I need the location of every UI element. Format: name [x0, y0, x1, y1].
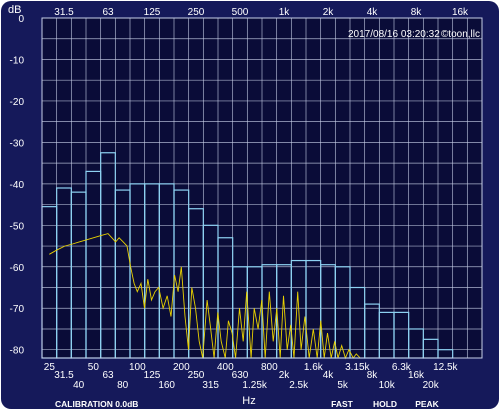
copyright: ©toon,llc [441, 29, 480, 40]
bottom-tick-label-lower: 20k [423, 380, 440, 391]
top-tick-label: 16k [452, 7, 469, 18]
bottom-tick-label-upper: 3.15k [345, 362, 370, 373]
mode-peak-button[interactable]: PEAK [415, 399, 439, 409]
bottom-tick-label-upper: 25 [44, 362, 56, 373]
top-tick-label: 2k [323, 7, 335, 18]
top-tick-label: 4k [367, 7, 379, 18]
spectrum-trace [49, 233, 361, 360]
top-tick-label: 8k [411, 7, 423, 18]
bottom-tick-label-upper: 400 [217, 362, 234, 373]
bottom-tick-label-upper: 1.6k [304, 362, 324, 373]
calibration-label[interactable]: CALIBRATION 0.0dB [55, 399, 138, 409]
bottom-tick-label-upper: 50 [88, 362, 100, 373]
bottom-tick-label-lower: 40 [73, 380, 85, 391]
y-tick-label: -70 [10, 304, 25, 315]
bottom-tick-label-lower: 4k [323, 370, 335, 381]
bottom-tick-label-lower: 2.5k [289, 380, 309, 391]
unit-label: dB [8, 4, 21, 16]
top-tick-label: 500 [232, 7, 249, 18]
bottom-tick-label-upper: 200 [173, 362, 190, 373]
bottom-tick-label-upper: 12.5k [433, 362, 458, 373]
y-tick-label: -50 [10, 221, 25, 232]
mode-fast-button[interactable]: FAST [331, 399, 354, 409]
bottom-tick-label-upper: 800 [261, 362, 278, 373]
y-tick-label: 0 [18, 14, 24, 25]
y-tick-label: -20 [10, 97, 25, 108]
bottom-tick-label-lower: 125 [144, 370, 161, 381]
top-tick-label: 63 [102, 7, 114, 18]
bottom-tick-label-lower: 630 [232, 370, 249, 381]
bottom-tick-label-upper: 6.3k [392, 362, 412, 373]
top-tick-label: 1k [279, 7, 291, 18]
bottom-tick-label-lower: 2k [279, 370, 291, 381]
plot-border [41, 17, 483, 359]
bottom-tick-label-lower: 160 [158, 380, 175, 391]
bottom-axis-ticks: 25 50 100 200 400 800 1.6k 3.15k 6.3k 12.5k 31.540… [44, 362, 459, 391]
timestamp: 2017/08/16 03:20:32 [348, 29, 440, 40]
x-axis-label: Hz [242, 395, 255, 407]
bottom-tick-label-upper: 100 [129, 362, 146, 373]
top-tick-label: 31.5 [54, 7, 74, 18]
top-tick-label: 125 [144, 7, 161, 18]
bottom-tick-label-lower: 250 [188, 370, 205, 381]
bottom-tick-label-lower: 5k [337, 380, 349, 391]
top-axis-ticks: 31.5 63 125 250 500 1k 2k 4k 8k 16k [54, 7, 469, 18]
mode-hold-button[interactable]: HOLD [373, 399, 397, 409]
bottom-tick-label-lower: 10k [379, 380, 396, 391]
bottom-tick-label-lower: 31.5 [54, 370, 74, 381]
y-tick-label: -10 [10, 55, 25, 66]
bottom-tick-label-lower: 1.25k [242, 380, 267, 391]
y-axis-ticks: 0 -10 -20 -30 -40 -50 -60 -70 -80 [10, 14, 25, 357]
y-tick-label: -30 [10, 138, 25, 149]
bottom-tick-label-lower: 315 [202, 380, 219, 391]
y-tick-label: -80 [10, 346, 25, 357]
y-tick-label: -40 [10, 180, 25, 191]
top-tick-label: 250 [188, 7, 205, 18]
bottom-tick-label-lower: 63 [102, 370, 114, 381]
y-tick-label: -60 [10, 263, 25, 274]
bottom-tick-label-lower: 8k [367, 370, 379, 381]
bottom-tick-label-lower: 80 [117, 380, 129, 391]
bottom-tick-label-lower: 16k [408, 370, 425, 381]
trace-layer [49, 233, 361, 360]
